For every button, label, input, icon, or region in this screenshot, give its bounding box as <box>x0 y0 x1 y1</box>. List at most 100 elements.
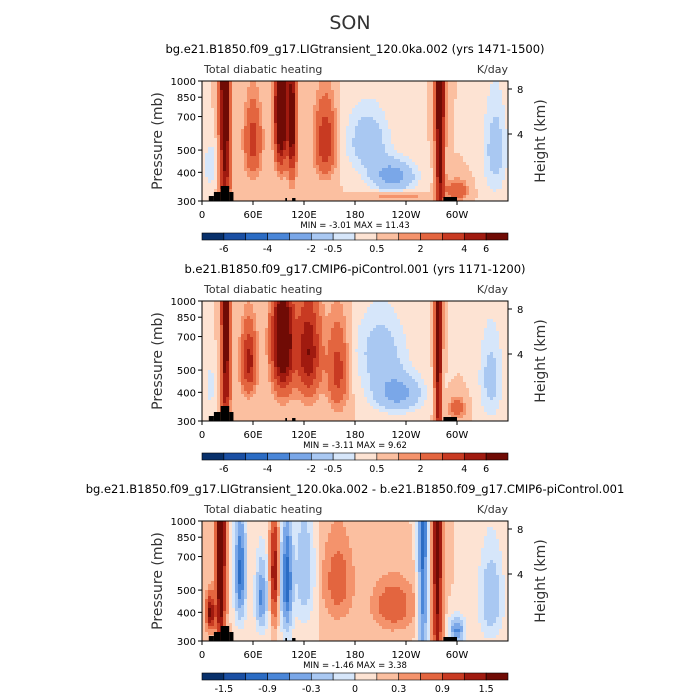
heatmap-cell <box>505 144 508 148</box>
heatmap-cell <box>337 102 341 106</box>
heatmap-cell <box>328 105 332 109</box>
heatmap-cell <box>421 108 425 112</box>
heatmap-cell <box>490 192 494 196</box>
heatmap-cell <box>499 147 503 151</box>
heatmap-cell <box>397 180 401 184</box>
heatmap-cell <box>301 195 305 199</box>
heatmap-cell <box>253 147 257 151</box>
heatmap-cell <box>205 126 209 130</box>
heatmap-cell <box>460 313 464 317</box>
heatmap-cell <box>394 129 398 133</box>
heatmap-cell <box>388 96 392 100</box>
heatmap-cell <box>355 180 359 184</box>
heatmap-cell <box>208 162 212 166</box>
heatmap-cell <box>271 192 275 196</box>
heatmap-cell <box>424 141 428 145</box>
heatmap-cell <box>505 102 508 106</box>
heatmap-cell <box>388 156 392 160</box>
heatmap-cell <box>367 180 371 184</box>
heatmap-cell <box>421 96 425 100</box>
heatmap-cell <box>502 304 506 308</box>
heatmap-cell <box>262 90 266 94</box>
colorbar-swatch <box>223 232 247 241</box>
heatmap-cell <box>334 147 338 151</box>
heatmap-cell <box>268 102 272 106</box>
heatmap-cell <box>430 183 434 187</box>
heatmap-cell <box>346 90 350 94</box>
heatmap-cell <box>430 138 434 142</box>
heatmap-cell <box>478 132 482 136</box>
heatmap-cell <box>403 96 407 100</box>
heatmap-cell <box>382 138 386 142</box>
heatmap-cell <box>454 102 458 106</box>
heatmap-cell <box>292 93 296 97</box>
heatmap-cell <box>412 147 416 151</box>
heatmap-cell <box>472 307 476 311</box>
heatmap-cell <box>505 316 508 320</box>
heatmap-cell <box>373 120 377 124</box>
heatmap-cell <box>484 147 488 151</box>
heatmap-cell <box>421 120 425 124</box>
heatmap-cell <box>328 319 332 323</box>
heatmap-cell <box>214 186 218 190</box>
heatmap-cell <box>319 186 323 190</box>
y-right-tick-label: 8 <box>517 85 523 96</box>
heatmap-cell <box>307 195 311 199</box>
heatmap-cell <box>427 165 431 169</box>
heatmap-cell <box>355 156 359 160</box>
heatmap-cell <box>406 117 410 121</box>
heatmap-cell <box>457 177 461 181</box>
heatmap-cell <box>397 195 401 199</box>
heatmap-cell <box>325 307 329 311</box>
heatmap-cell <box>475 147 479 151</box>
heatmap-cell <box>286 156 290 160</box>
heatmap-cell <box>277 102 281 106</box>
heatmap-cell <box>202 159 206 163</box>
heatmap-cell <box>202 165 206 169</box>
heatmap-cell <box>277 186 281 190</box>
heatmap-cell <box>388 165 392 169</box>
heatmap-cell <box>505 301 508 305</box>
heatmap-cell <box>478 123 482 127</box>
heatmap-cell <box>238 147 242 151</box>
heatmap-cell <box>496 319 500 323</box>
heatmap-cell <box>469 111 473 115</box>
heatmap-cell <box>364 108 368 112</box>
heatmap-cell <box>301 147 305 151</box>
heatmap-cell <box>289 120 293 124</box>
heatmap-cell <box>211 129 215 133</box>
heatmap-cell <box>307 111 311 115</box>
heatmap-cell <box>310 198 314 201</box>
heatmap-cell <box>481 114 485 118</box>
heatmap-cell <box>469 180 473 184</box>
heatmap-cell <box>505 90 508 94</box>
heatmap-cell <box>319 165 323 169</box>
heatmap-cell <box>262 162 266 166</box>
heatmap-cell <box>505 171 508 175</box>
heatmap-cell <box>499 186 503 190</box>
heatmap-cell <box>454 162 458 166</box>
heatmap-cell <box>454 180 458 184</box>
heatmap-cell <box>361 171 365 175</box>
heatmap-cell <box>256 132 260 136</box>
heatmap-cell <box>337 195 341 199</box>
heatmap-cell <box>256 310 260 314</box>
heatmap-cell <box>226 171 230 175</box>
heatmap-cell <box>376 114 380 118</box>
heatmap-cell <box>244 117 248 121</box>
heatmap-cell <box>466 168 470 172</box>
heatmap-cell <box>232 120 236 124</box>
heatmap-cell <box>271 195 275 199</box>
heatmap-cell <box>247 186 251 190</box>
heatmap-cell <box>310 129 314 133</box>
heatmap-cell <box>373 304 377 308</box>
heatmap-cell <box>298 87 302 91</box>
heatmap-cell <box>394 165 398 169</box>
heatmap-cell <box>232 171 236 175</box>
heatmap-cell <box>253 189 257 193</box>
heatmap-cell <box>376 322 380 326</box>
heatmap-cell <box>202 90 206 94</box>
heatmap-cell <box>304 144 308 148</box>
heatmap-cell <box>337 180 341 184</box>
heatmap-cell <box>289 177 293 181</box>
